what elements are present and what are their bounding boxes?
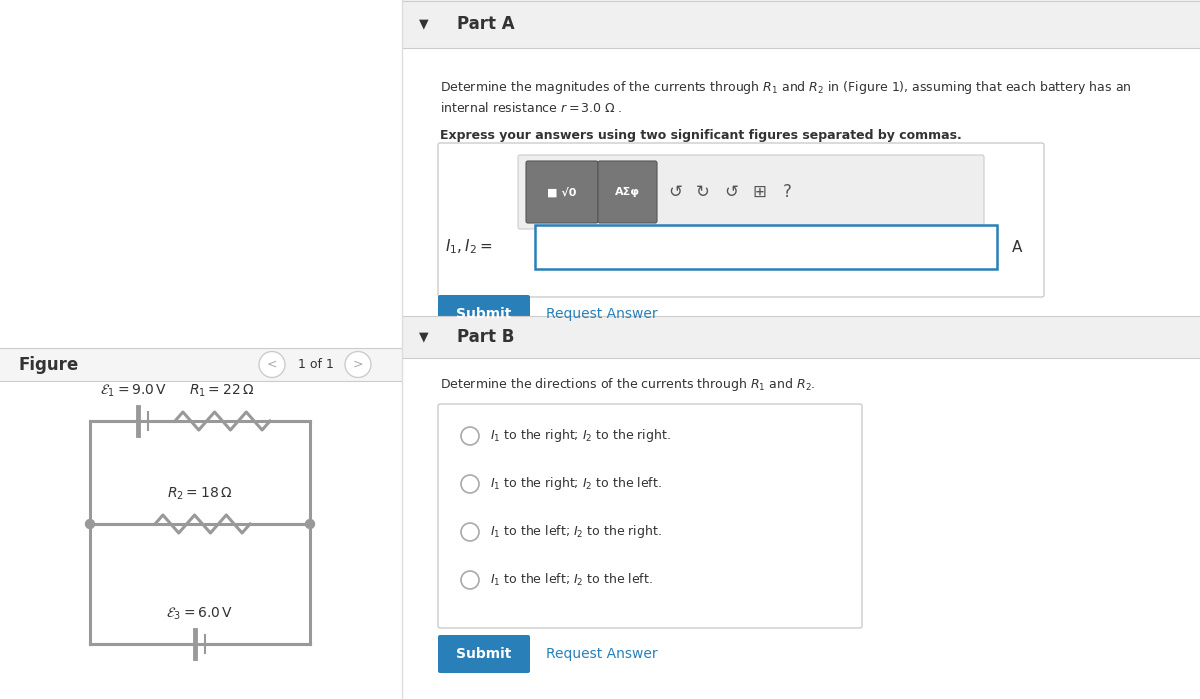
Text: $I_1$ to the right; $I_2$ to the right.: $I_1$ to the right; $I_2$ to the right. bbox=[490, 428, 671, 445]
Text: ▼: ▼ bbox=[419, 331, 428, 343]
Text: 1 of 1: 1 of 1 bbox=[298, 358, 334, 371]
FancyBboxPatch shape bbox=[518, 155, 984, 229]
Text: $\mathcal{E}_1 = 9.0\,\mathrm{V}$: $\mathcal{E}_1 = 9.0\,\mathrm{V}$ bbox=[100, 382, 167, 399]
Text: >: > bbox=[353, 358, 364, 371]
Text: ↺: ↺ bbox=[668, 183, 682, 201]
Text: Determine the directions of the currents through $R_1$ and $R_2$.: Determine the directions of the currents… bbox=[440, 376, 816, 393]
Text: Submit: Submit bbox=[456, 307, 511, 321]
Text: ↺: ↺ bbox=[724, 183, 738, 201]
Text: ▼: ▼ bbox=[419, 17, 428, 31]
Bar bbox=[402, 316, 1200, 358]
Text: Determine the magnitudes of the currents through $R_1$ and $R_2$ in (Figure 1), : Determine the magnitudes of the currents… bbox=[440, 79, 1132, 96]
Text: AΣφ: AΣφ bbox=[616, 187, 640, 197]
Text: Express your answers using two significant figures separated by commas.: Express your answers using two significa… bbox=[440, 129, 961, 142]
Text: ⊞: ⊞ bbox=[752, 183, 766, 201]
FancyBboxPatch shape bbox=[438, 404, 862, 628]
Text: Request Answer: Request Answer bbox=[546, 647, 658, 661]
Text: internal resistance $r = 3.0\;\Omega$ .: internal resistance $r = 3.0\;\Omega$ . bbox=[440, 101, 623, 115]
Text: Part B: Part B bbox=[457, 328, 515, 346]
Bar bbox=[402, 0, 1200, 48]
Text: Request Answer: Request Answer bbox=[546, 307, 658, 321]
Text: $\mathcal{E}_3 = 6.0\,\mathrm{V}$: $\mathcal{E}_3 = 6.0\,\mathrm{V}$ bbox=[167, 605, 234, 622]
Text: $I_1$ to the left; $I_2$ to the right.: $I_1$ to the left; $I_2$ to the right. bbox=[490, 524, 662, 540]
Circle shape bbox=[306, 519, 314, 528]
Bar bbox=[0, 348, 402, 381]
Circle shape bbox=[259, 352, 286, 377]
FancyBboxPatch shape bbox=[438, 635, 530, 673]
Bar bbox=[535, 225, 997, 269]
Text: ?: ? bbox=[782, 183, 792, 201]
Text: Submit: Submit bbox=[456, 647, 511, 661]
FancyBboxPatch shape bbox=[598, 161, 658, 223]
Text: $I_1, I_2 =$: $I_1, I_2 =$ bbox=[445, 238, 492, 257]
Text: Part A: Part A bbox=[457, 15, 515, 33]
Circle shape bbox=[85, 519, 95, 528]
Text: ■ √0: ■ √0 bbox=[547, 187, 577, 197]
FancyBboxPatch shape bbox=[438, 143, 1044, 297]
FancyBboxPatch shape bbox=[526, 161, 598, 223]
Text: $R_2 = 18\,\Omega$: $R_2 = 18\,\Omega$ bbox=[167, 486, 233, 502]
FancyBboxPatch shape bbox=[438, 295, 530, 333]
Circle shape bbox=[346, 352, 371, 377]
Text: ↻: ↻ bbox=[696, 183, 710, 201]
Text: $I_1$ to the right; $I_2$ to the left.: $I_1$ to the right; $I_2$ to the left. bbox=[490, 475, 662, 493]
Text: <: < bbox=[266, 358, 277, 371]
Text: A: A bbox=[1012, 240, 1022, 254]
Text: Figure: Figure bbox=[18, 356, 78, 373]
Text: $I_1$ to the left; $I_2$ to the left.: $I_1$ to the left; $I_2$ to the left. bbox=[490, 572, 653, 588]
Text: $R_1 = 22\,\Omega$: $R_1 = 22\,\Omega$ bbox=[190, 382, 254, 399]
